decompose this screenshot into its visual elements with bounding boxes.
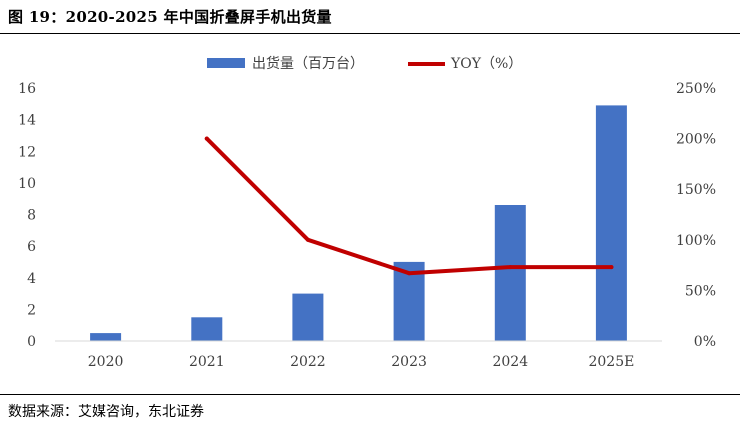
x-tick-label: 2023 — [391, 354, 427, 370]
x-tick-label: 2025E — [588, 354, 634, 370]
y-right-tick-label: 250% — [676, 81, 716, 97]
chart-legend: 出货量（百万台） YOY（%） — [207, 55, 522, 72]
source-note: 数据来源：艾媒咨询，东北证券 — [8, 404, 204, 420]
y-right-tick-label: 100% — [676, 233, 716, 249]
yoy-point-2022 — [305, 237, 310, 242]
y-left-tick-label: 6 — [27, 239, 36, 255]
figure-title: 图 19：2020-2025 年中国折叠屏手机出货量 — [8, 8, 332, 26]
title-divider — [0, 33, 740, 34]
y-left-tick-label: 14 — [18, 113, 36, 129]
bar-2024 — [494, 205, 526, 341]
legend-line-label: YOY（%） — [450, 56, 522, 72]
chart: 出货量（百万台） YOY（%） 0 2 4 6 8 10 12 14 16 0% 50% 100% 1… — [18, 55, 716, 370]
y-right-tick-label: 50% — [685, 283, 716, 299]
bar-2022 — [292, 293, 324, 341]
x-tick-label: 2021 — [189, 354, 225, 370]
y-left-tick-label: 12 — [18, 144, 36, 160]
y-right-tick-label: 150% — [676, 182, 716, 198]
y-left-tick-label: 4 — [27, 271, 36, 287]
yoy-line-series — [204, 136, 614, 276]
yoy-line — [204, 136, 614, 276]
y-left-tick-label: 8 — [27, 208, 36, 224]
legend-bar-swatch — [207, 58, 245, 68]
bar-2025E — [595, 105, 627, 342]
y-right-tick-label: 0% — [694, 334, 716, 350]
y-left-tick-label: 0 — [27, 334, 36, 350]
y-left-tick-label: 10 — [18, 176, 36, 192]
y-axis-left-ticks: 0 2 4 6 8 10 12 14 16 — [18, 81, 36, 350]
y-right-tick-label: 200% — [676, 132, 716, 148]
bar-series — [90, 105, 627, 342]
source-divider — [0, 394, 740, 395]
yoy-point-2021 — [204, 136, 209, 141]
x-tick-label: 2024 — [492, 354, 528, 370]
y-axis-right-ticks: 0% 50% 100% 150% 200% 250% — [676, 81, 716, 350]
y-left-tick-label: 2 — [27, 302, 36, 318]
legend-bar-label: 出货量（百万台） — [252, 55, 364, 72]
y-left-tick-label: 16 — [18, 81, 36, 97]
bar-2020 — [90, 333, 122, 341]
yoy-point-2024 — [508, 265, 513, 270]
x-tick-label: 2022 — [290, 354, 326, 370]
yoy-point-2025E — [609, 265, 614, 270]
bar-2021 — [191, 317, 223, 341]
x-axis-ticks: 2020 2021 2022 2023 2024 2025E — [88, 354, 635, 370]
yoy-point-2023 — [407, 271, 412, 276]
x-tick-label: 2020 — [88, 354, 124, 370]
